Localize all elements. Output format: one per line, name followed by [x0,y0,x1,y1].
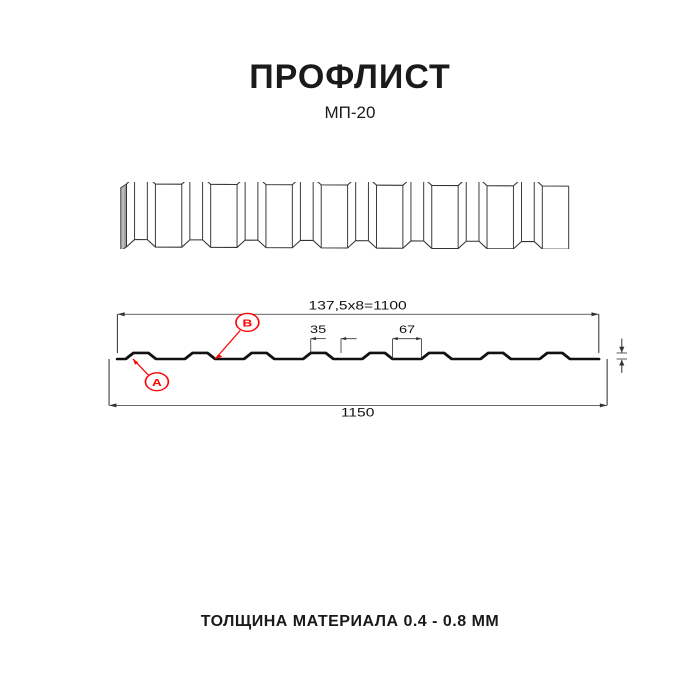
svg-text:67: 67 [399,323,415,336]
svg-text:A: A [152,376,162,388]
svg-text:1150: 1150 [341,405,375,419]
svg-text:137,5x8=1100: 137,5x8=1100 [309,298,407,312]
svg-text:B: B [243,317,253,329]
svg-text:35: 35 [310,323,326,336]
